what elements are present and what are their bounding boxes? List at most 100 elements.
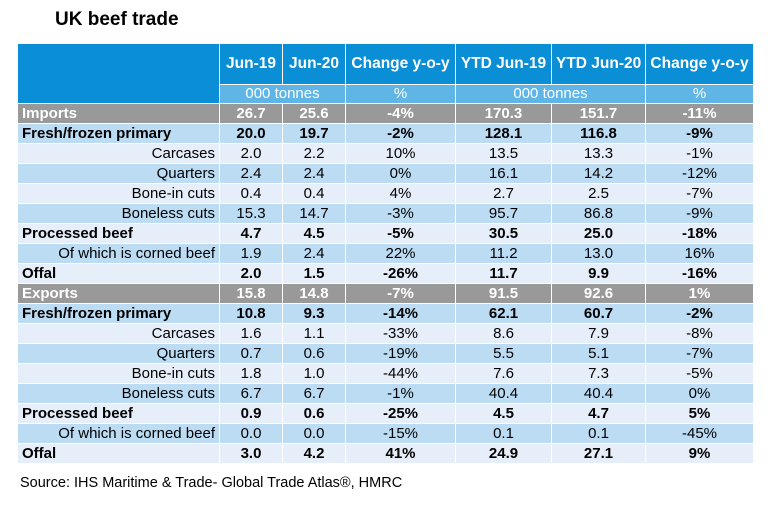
units-ytd-pct: %: [645, 84, 754, 104]
cell-jun20: 9.3: [282, 303, 346, 324]
row-label: Offal: [17, 263, 220, 284]
cell-change-ytd: -11%: [645, 103, 754, 124]
cell-ytd-jun19: 11.2: [455, 243, 552, 264]
cell-change-ytd: 1%: [645, 283, 754, 304]
row-label: Fresh/frozen primary: [17, 123, 220, 144]
cell-jun20: 1.1: [282, 323, 346, 344]
row-label: Exports: [17, 283, 220, 304]
cell-ytd-jun20: 2.5: [551, 183, 646, 204]
cell-change-monthly: -4%: [345, 103, 456, 124]
cell-ytd-jun19: 0.1: [455, 423, 552, 444]
cell-jun20: 6.7: [282, 383, 346, 404]
row-label: Boneless cuts: [17, 383, 220, 404]
table-row: Fresh/frozen primary 10.8 9.3 -14% 62.1 60.7-…: [17, 303, 754, 324]
table-row: Exports 15.8 14.8 -7% 91.5 92.6 1%: [17, 283, 754, 304]
table-row: Processed beef 4.7 4.5 -5% 30.5 25.0 -18%: [17, 223, 754, 244]
cell-jun20: 1.0: [282, 363, 346, 384]
cell-jun19: 1.6: [219, 323, 283, 344]
cell-change-ytd: -5%: [645, 363, 754, 384]
cell-ytd-jun19: 24.9: [455, 443, 552, 464]
table-row: Boneless cuts 6.7 6.7 -1% 40.4 40.4 0%: [17, 383, 754, 404]
cell-jun20: 1.5: [282, 263, 346, 284]
header-ytd-jun19: YTD Jun-19: [455, 43, 552, 85]
cell-ytd-jun19: 13.5: [455, 143, 552, 164]
cell-jun19: 15.3: [219, 203, 283, 224]
cell-change-ytd: -2%: [645, 303, 754, 324]
cell-change-ytd: -45%: [645, 423, 754, 444]
cell-ytd-jun19: 128.1: [455, 123, 552, 144]
cell-ytd-jun19: 2.7: [455, 183, 552, 204]
table-row: Quarters 0.7 0.6 -19% 5.5 5.1 -7%: [17, 343, 754, 364]
cell-jun20: 14.7: [282, 203, 346, 224]
table-row: Of which is corned beef 1.9 2.4 22% 11.2 13.0…: [17, 243, 754, 264]
cell-jun19: 0.0: [219, 423, 283, 444]
cell-jun20: 25.6: [282, 103, 346, 124]
header-jun19: Jun-19: [219, 43, 283, 85]
cell-jun19: 26.7: [219, 103, 283, 124]
beef-trade-table: Jun-19 Jun-20 Change y-o-y YTD Jun-19 YT…: [17, 43, 754, 464]
table-row: Processed beef 0.9 0.6 -25% 4.5 4.7 5%: [17, 403, 754, 424]
cell-change-monthly: -19%: [345, 343, 456, 364]
row-label: Bone-in cuts: [17, 363, 220, 384]
cell-change-monthly: -26%: [345, 263, 456, 284]
cell-jun20: 4.5: [282, 223, 346, 244]
cell-ytd-jun20: 4.7: [551, 403, 646, 424]
cell-jun19: 15.8: [219, 283, 283, 304]
row-label: Carcases: [17, 143, 220, 164]
cell-change-monthly: -33%: [345, 323, 456, 344]
cell-jun19: 1.9: [219, 243, 283, 264]
cell-ytd-jun19: 91.5: [455, 283, 552, 304]
cell-jun20: 19.7: [282, 123, 346, 144]
header-ytd-jun20: YTD Jun-20: [551, 43, 646, 85]
cell-ytd-jun20: 151.7: [551, 103, 646, 124]
row-label: Fresh/frozen primary: [17, 303, 220, 324]
cell-jun19: 2.0: [219, 263, 283, 284]
cell-ytd-jun19: 16.1: [455, 163, 552, 184]
cell-change-monthly: 4%: [345, 183, 456, 204]
cell-jun20: 2.2: [282, 143, 346, 164]
table-row: Imports 26.7 25.6 -4% 170.3 151.7 -11%: [17, 103, 754, 124]
cell-change-ytd: -16%: [645, 263, 754, 284]
cell-change-monthly: -2%: [345, 123, 456, 144]
header-jun20: Jun-20: [282, 43, 346, 85]
cell-ytd-jun19: 5.5: [455, 343, 552, 364]
row-label: Quarters: [17, 163, 220, 184]
cell-jun20: 0.6: [282, 403, 346, 424]
units-monthly-tonnes: 000 tonnes: [219, 84, 346, 104]
header-row: Jun-19 Jun-20 Change y-o-y YTD Jun-19 YT…: [17, 43, 754, 104]
row-label: Imports: [17, 103, 220, 124]
cell-ytd-jun19: 40.4: [455, 383, 552, 404]
cell-change-ytd: 0%: [645, 383, 754, 404]
cell-ytd-jun20: 7.3: [551, 363, 646, 384]
cell-jun20: 2.4: [282, 163, 346, 184]
cell-jun20: 0.4: [282, 183, 346, 204]
cell-change-monthly: 41%: [345, 443, 456, 464]
row-label: Bone-in cuts: [17, 183, 220, 204]
cell-ytd-jun19: 11.7: [455, 263, 552, 284]
cell-jun20: 2.4: [282, 243, 346, 264]
cell-jun19: 2.0: [219, 143, 283, 164]
cell-ytd-jun20: 27.1: [551, 443, 646, 464]
cell-jun19: 2.4: [219, 163, 283, 184]
cell-jun20: 4.2: [282, 443, 346, 464]
header-change-monthly: Change y-o-y: [345, 43, 456, 85]
units-ytd-tonnes: 000 tonnes: [455, 84, 646, 104]
cell-change-ytd: -12%: [645, 163, 754, 184]
cell-change-ytd: -7%: [645, 183, 754, 204]
cell-change-monthly: -15%: [345, 423, 456, 444]
table-row: Bone-in cuts 1.8 1.0 -44% 7.6 7.3 -5%: [17, 363, 754, 384]
cell-ytd-jun20: 92.6: [551, 283, 646, 304]
row-label: Processed beef: [17, 403, 220, 424]
table-row: Carcases 1.6 1.1 -33% 8.6 7.9 -8%: [17, 323, 754, 344]
table-row: Offal 2.0 1.5 -26% 11.7 9.9 -16%: [17, 263, 754, 284]
table-title: UK beef trade: [55, 9, 179, 30]
cell-ytd-jun20: 13.0: [551, 243, 646, 264]
cell-jun19: 0.4: [219, 183, 283, 204]
cell-ytd-jun20: 116.8: [551, 123, 646, 144]
cell-change-ytd: -9%: [645, 123, 754, 144]
cell-jun19: 10.8: [219, 303, 283, 324]
header-change-ytd: Change y-o-y: [645, 43, 754, 85]
cell-change-ytd: 16%: [645, 243, 754, 264]
cell-change-monthly: -3%: [345, 203, 456, 224]
cell-ytd-jun19: 62.1: [455, 303, 552, 324]
